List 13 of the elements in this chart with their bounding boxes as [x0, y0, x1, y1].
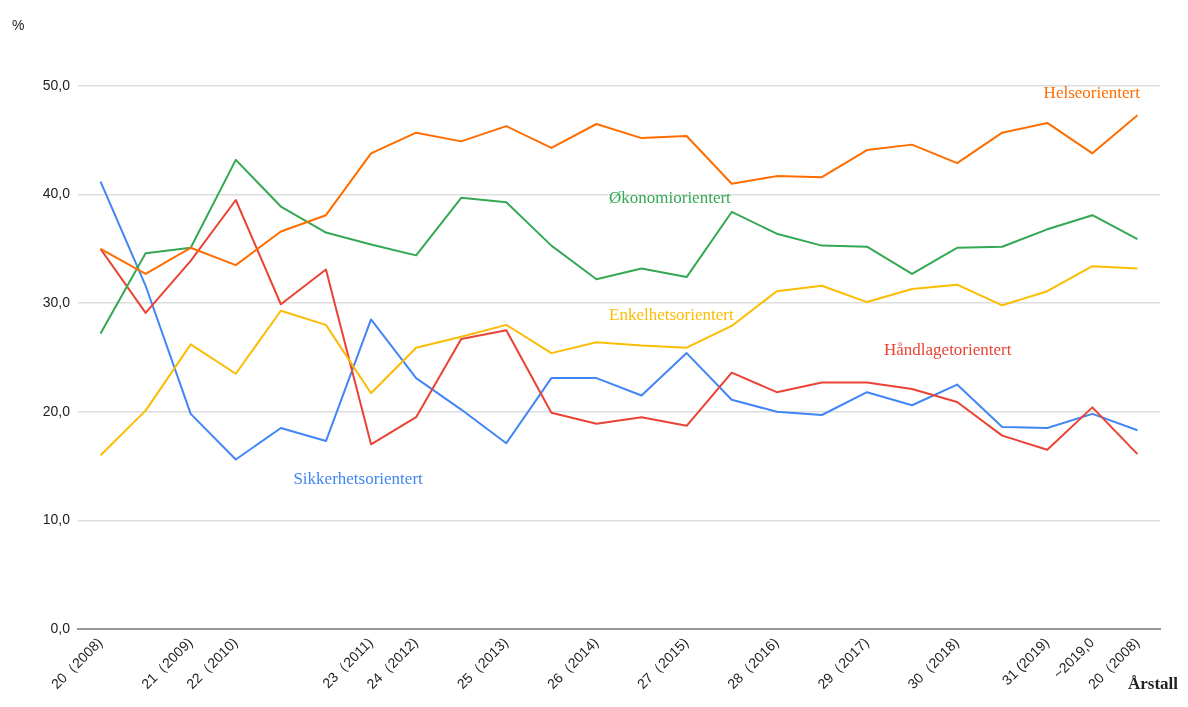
y-tick-label: 30,0	[42, 294, 71, 311]
y-axis-title: %	[12, 16, 25, 33]
x-axis-title: Årstall	[1127, 674, 1179, 694]
y-tick-label: 0,0	[50, 619, 71, 636]
series-label: Håndlagetorientert	[884, 340, 1012, 360]
y-tick-label: 20,0	[42, 402, 71, 419]
y-tick-label: 40,0	[42, 185, 71, 202]
text: Sikkerhetsorientert	[293, 468, 424, 488]
series-label: Helseorientert	[1043, 83, 1141, 103]
y-tick-label: 10,0	[42, 511, 71, 528]
series-label: Enkelhetsorientert	[609, 304, 734, 324]
y-tick-label: 50,0	[42, 76, 71, 93]
series-label: Økonomiorientert	[609, 188, 732, 208]
